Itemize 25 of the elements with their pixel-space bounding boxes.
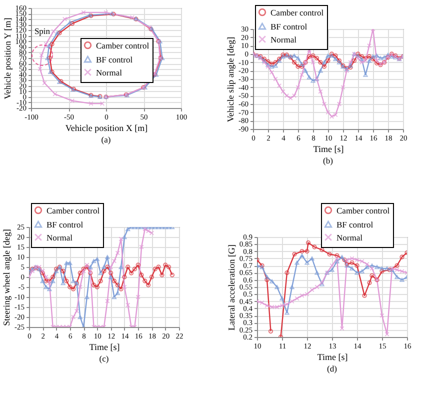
- legend-label: BF control: [46, 219, 84, 230]
- annotation: Spin: [34, 26, 51, 36]
- legend-label: Normal: [46, 232, 74, 242]
- legend-label: Normal: [270, 34, 298, 44]
- text: (d): [327, 364, 338, 374]
- legend-label: BF control: [336, 219, 374, 230]
- x-axis-title: Time [s]: [313, 144, 344, 154]
- legend-label: Camber control: [46, 205, 100, 216]
- text: (b): [323, 156, 334, 166]
- x-axis-title: Time [s]: [317, 352, 348, 362]
- legend-label: Camber control: [96, 40, 150, 50]
- y-axis-title: Steering wheel angle [deg]: [2, 229, 12, 326]
- x-axis-title: Time [s]: [89, 342, 120, 352]
- legend-label: BF control: [270, 21, 308, 32]
- legend-label: BF control: [96, 54, 134, 64]
- x-axis-title: Vehicle position X [m]: [65, 123, 148, 133]
- legend-label: Normal: [96, 67, 123, 78]
- text: (c): [99, 354, 109, 364]
- y-axis-title: Lateral acceleration [G]: [226, 244, 236, 330]
- legend-label: Camber control: [336, 205, 390, 216]
- text: (a): [101, 134, 111, 144]
- legend-label: Normal: [336, 232, 364, 242]
- legend-label: Camber control: [270, 7, 324, 18]
- y-axis-title: Vehicle position Y [m]: [2, 18, 12, 100]
- y-axis-title: Vehicle slip angle [deg]: [226, 36, 236, 122]
